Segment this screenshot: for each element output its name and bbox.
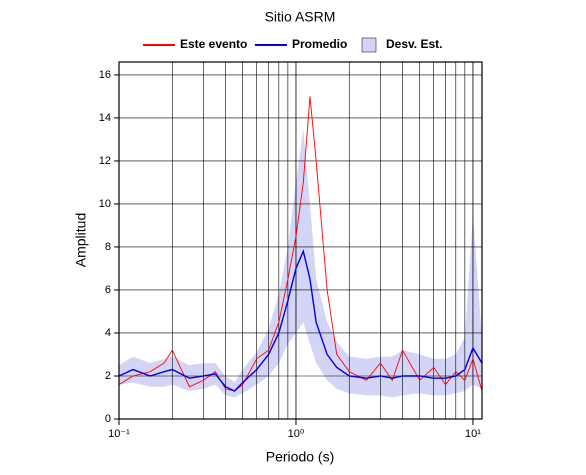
x-tick-label: 10⁻¹ <box>108 428 130 440</box>
y-tick-label: 6 <box>105 284 111 296</box>
y-tick-label: 14 <box>99 112 111 124</box>
legend-label: Promedio <box>292 37 347 51</box>
std-band <box>119 128 482 398</box>
legend-label: Desv. Est. <box>386 37 442 51</box>
y-tick-label: 4 <box>105 327 111 339</box>
series-line <box>118 249 483 392</box>
y-tick-label: 2 <box>105 370 111 382</box>
legend-swatch <box>361 37 377 53</box>
x-axis-title: Periodo (s) <box>266 449 334 465</box>
y-tick-label: 0 <box>105 413 111 425</box>
series-line <box>118 96 483 392</box>
x-tick-label: 10¹ <box>465 428 481 440</box>
y-tick-label: 10 <box>99 198 111 210</box>
y-tick-label: 12 <box>99 155 111 167</box>
chart-title: Sitio ASRM <box>265 9 336 25</box>
x-tick-label: 10⁰ <box>288 428 305 440</box>
y-tick-label: 16 <box>99 69 111 81</box>
legend-label: Este evento <box>180 37 247 51</box>
y-axis-title: Amplitud <box>73 213 89 267</box>
plot-frame <box>118 61 483 420</box>
y-tick-label: 8 <box>105 241 111 253</box>
